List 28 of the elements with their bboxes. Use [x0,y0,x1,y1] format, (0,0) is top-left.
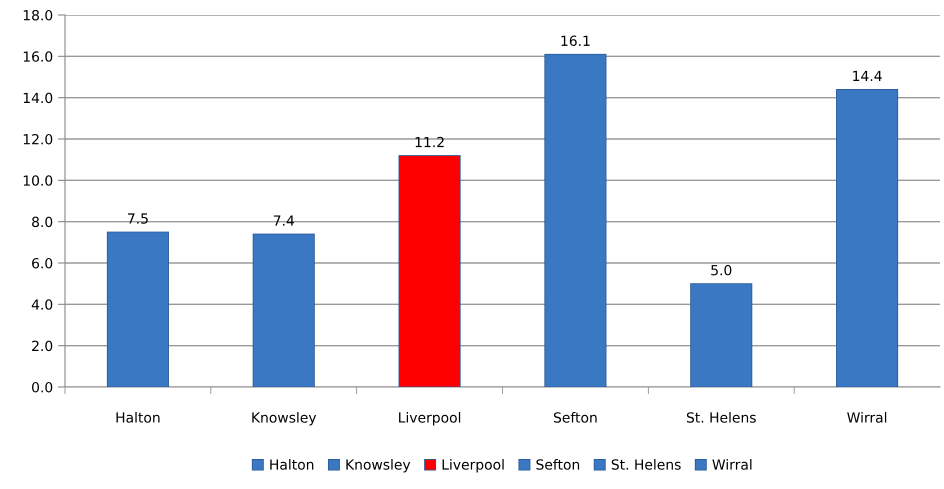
x-tick-label: Liverpool [399,412,460,426]
legend-label: Sefton [536,459,580,470]
legend-label: Halton [270,459,314,470]
y-tick-label: 8.0 [32,216,52,228]
y-tick-label: 6.0 [32,258,52,268]
x-tick-label: St. Helens [686,412,756,423]
x-tick-label: Knowsley [252,412,316,426]
y-tick-label: 4.0 [32,299,52,310]
y-tick-label: 10.0 [24,175,52,186]
legend-label: Knowsley [346,459,410,472]
y-tick-label: 12.0 [24,134,52,144]
y-tick-label: 2.0 [32,340,52,352]
data-label: 11.2 [416,136,444,148]
x-tick-label: Wirral [847,412,886,423]
y-tick-label: 0.0 [32,382,52,392]
legend-label: St. Helens [612,459,681,470]
x-tick-label: Halton [116,412,160,423]
y-tick-label: 14.0 [24,92,52,104]
y-tick-label: 18.0 [24,10,52,20]
data-label: 14.4 [853,70,882,81]
data-label: 7.5 [128,213,148,224]
legend-label: Wirral [712,459,752,470]
data-label: 5.0 [711,264,732,276]
y-tick-label: 16.0 [24,51,52,62]
data-label: 7.4 [274,215,294,226]
x-tick-label: Sefton [554,412,597,423]
data-label: 16.1 [561,36,590,46]
legend-label: Liverpool [442,459,504,472]
